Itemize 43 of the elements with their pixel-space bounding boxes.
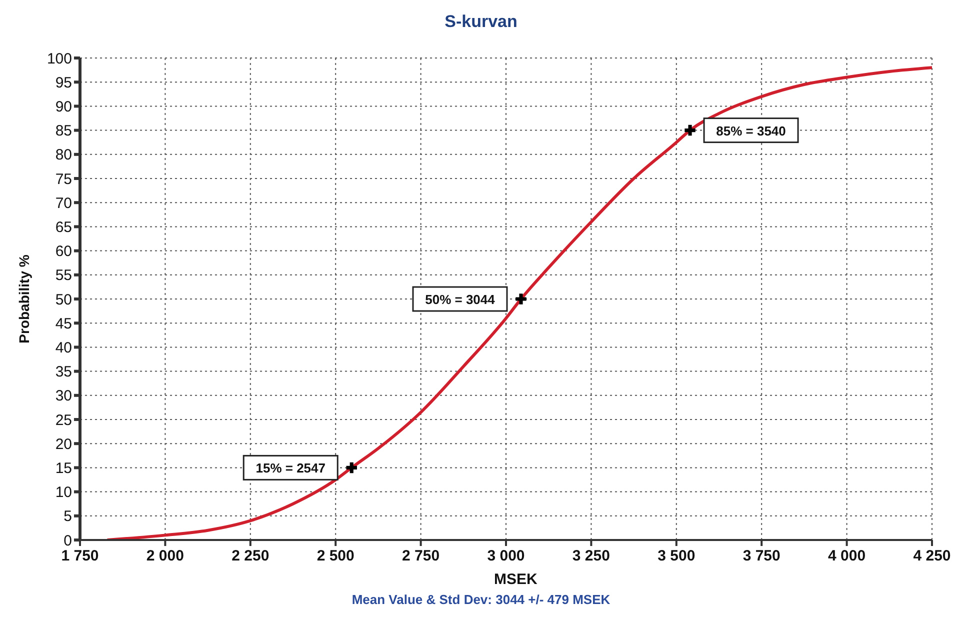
y-tick-label: 90 xyxy=(55,98,72,116)
x-tick-label: 3 000 xyxy=(487,548,525,565)
x-tick-label: 2 500 xyxy=(316,548,354,565)
point xyxy=(346,462,357,474)
y-tick-label: 65 xyxy=(55,219,72,236)
x-tick-label: 3 500 xyxy=(658,548,696,565)
text: Mean Value & Std Dev: 3044 +/- 479 MSEK xyxy=(350,592,612,607)
y-tick-label: 30 xyxy=(55,388,72,405)
y-tick-label: 95 xyxy=(55,74,72,92)
x-tick-label: 4 250 xyxy=(913,548,951,565)
x-tick-label: 2 000 xyxy=(146,548,184,565)
y-tick-label: 0 xyxy=(64,532,72,550)
y-tick-label: 60 xyxy=(55,243,72,260)
y-tick-label: 50 xyxy=(55,291,72,308)
y-tick-label: 40 xyxy=(55,340,72,357)
chart-title: S-kurvan xyxy=(444,11,518,33)
x-axis-title: MSEK xyxy=(494,571,538,588)
annotation: 85% = 3540 xyxy=(716,123,786,138)
line-series xyxy=(106,66,932,540)
y-tick-label: 70 xyxy=(55,194,72,212)
x-tick-label: 3 250 xyxy=(572,548,610,565)
y-tick-label: 85 xyxy=(55,122,72,140)
y-tick-label: 15 xyxy=(55,460,72,478)
y-tick-label: 55 xyxy=(55,267,72,284)
point xyxy=(684,124,696,136)
y-tick-label: 75 xyxy=(55,170,72,188)
y-tick-label: 5 xyxy=(64,508,72,526)
x-tick-label: 2 250 xyxy=(232,548,270,565)
x-tick-label: 2 750 xyxy=(402,548,440,565)
x-tick-label: 3 750 xyxy=(742,548,780,565)
y-tick-label: 35 xyxy=(55,364,72,381)
y-axis-title: Probability % xyxy=(16,254,32,344)
y-tick-label: 25 xyxy=(55,412,72,429)
x-tick-label: 4 000 xyxy=(828,548,866,565)
annotation: 50% = 3044 xyxy=(425,292,496,307)
y-tick-label: 20 xyxy=(55,436,72,453)
annotation: 15% = 2547 xyxy=(256,460,326,476)
y-tick-label: 10 xyxy=(55,484,72,502)
y-tick-label: 80 xyxy=(55,146,72,164)
x-tick-label: 1 750 xyxy=(61,548,99,565)
point xyxy=(516,294,526,304)
y-tick-label: 100 xyxy=(46,50,72,68)
y-tick-label: 45 xyxy=(55,315,72,332)
